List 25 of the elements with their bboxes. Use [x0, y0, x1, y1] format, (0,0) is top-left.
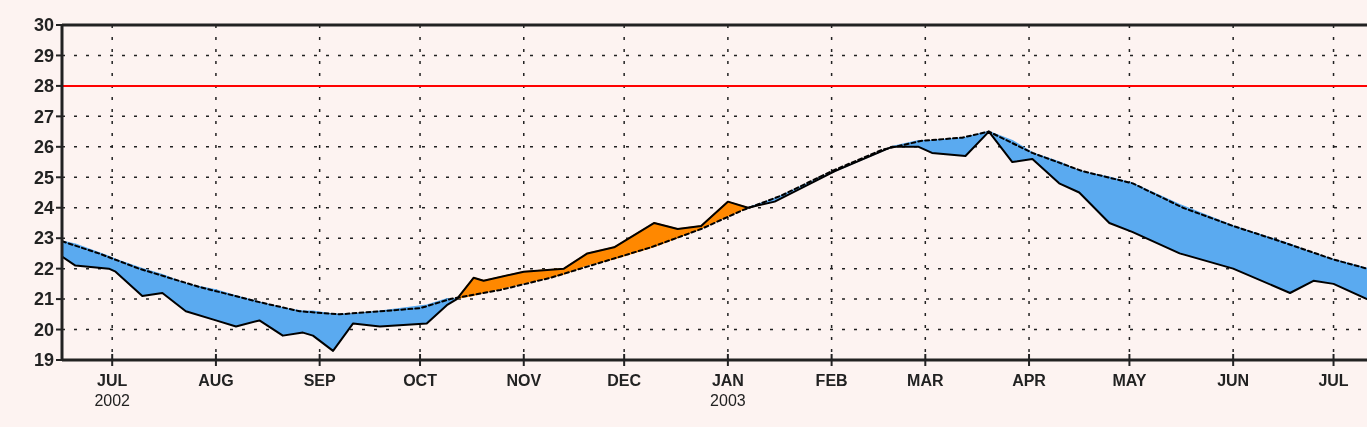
y-tick-label: 27	[33, 106, 54, 127]
y-tick-label: 29	[33, 45, 54, 66]
y-tick-label: 20	[33, 319, 54, 340]
y-tick-label: 21	[33, 289, 54, 310]
y-tick-label: 25	[33, 167, 54, 188]
x-tick-label: NOV	[506, 372, 542, 389]
y-tick-label: 30	[33, 15, 54, 36]
x-tick-label: FEB	[815, 372, 848, 389]
x-tick-label: JAN 2003	[710, 372, 746, 409]
x-tick-label: MAY	[1112, 372, 1147, 389]
x-tick-label: DEC	[607, 372, 642, 389]
x-tick-label: MAR	[907, 372, 944, 389]
y-tick-label: 22	[33, 258, 54, 279]
x-tick-label: AUG	[198, 372, 234, 389]
y-tick-label: 26	[33, 137, 54, 158]
x-tick-label: OCT	[403, 372, 438, 389]
x-tick-label: JUL	[1318, 372, 1349, 389]
x-tick-label: SEP	[303, 372, 336, 389]
x-tick-label: APR	[1012, 372, 1047, 389]
y-tick-label: 23	[33, 228, 54, 249]
y-tick-label: 19	[33, 350, 54, 371]
x-tick-label: JUL 2002	[94, 372, 131, 409]
y-tick-label: 24	[33, 198, 54, 219]
x-tick-label: JUN	[1217, 372, 1250, 389]
y-tick-label: 28	[33, 76, 54, 97]
